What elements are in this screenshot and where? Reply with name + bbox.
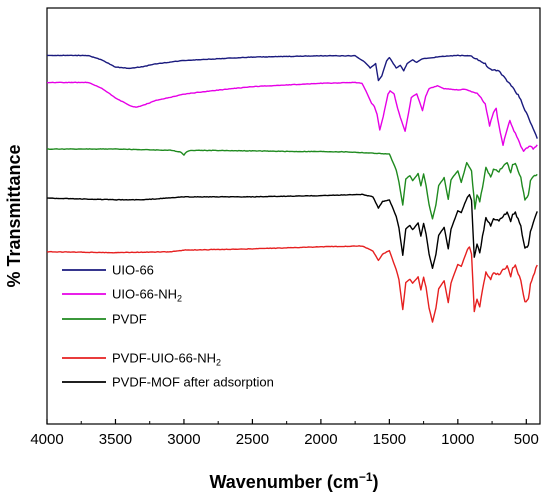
x-tick-label-3500: 3500 xyxy=(99,431,132,448)
x-tick-label-500: 500 xyxy=(514,431,539,448)
x-tick-label-4000: 4000 xyxy=(30,431,63,448)
y-axis-title: % Transmittance xyxy=(4,144,24,287)
legend-label-4: PVDF-UIO-66-NH2 xyxy=(112,351,221,368)
series-line-2 xyxy=(46,81,538,152)
series-line-5 xyxy=(46,193,538,270)
x-tick-label-2500: 2500 xyxy=(236,431,269,448)
series-line-4 xyxy=(46,245,538,323)
plot-frame xyxy=(46,7,541,425)
series-line-3 xyxy=(46,148,538,220)
x-axis-title-end: ) xyxy=(373,472,379,492)
legend: UIO-66 UIO-66-NH2 PVDF PVDF-UIO-66-NH2 PVDF-… xyxy=(62,263,274,390)
legend-label-3: PVDF xyxy=(112,312,147,327)
x-tick-label-3000: 3000 xyxy=(167,431,200,448)
x-ticks: 4000 3500 3000 2500 2000 1500 1000 500 xyxy=(30,419,539,448)
x-tick-label-2000: 2000 xyxy=(304,431,337,448)
x-tick-label-1500: 1500 xyxy=(373,431,406,448)
legend-label-2: UIO-66-NH2 xyxy=(112,287,182,304)
x-axis-title: Wavenumber (cm−1) xyxy=(209,470,378,492)
x-axis-title-superscript: −1 xyxy=(359,470,373,484)
series-layer xyxy=(46,54,538,323)
legend-label-1: UIO-66 xyxy=(112,263,154,278)
x-axis-title-main: Wavenumber (cm xyxy=(209,472,358,492)
x-tick-label-1000: 1000 xyxy=(441,431,474,448)
legend-label-5: PVDF-MOF after adsorption xyxy=(112,375,274,390)
series-line-1 xyxy=(46,54,538,139)
